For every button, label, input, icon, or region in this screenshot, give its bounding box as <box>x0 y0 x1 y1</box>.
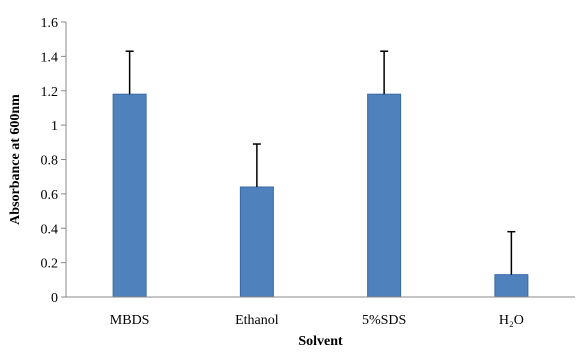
x-axis-labels: MBDS Ethanol 5%SDS H₂O <box>110 313 524 328</box>
x-axis-title: Solvent <box>298 334 343 349</box>
y-axis-title: Absorbance at 600nm <box>8 94 23 225</box>
bar <box>494 274 529 298</box>
y-tick-label: 1.2 <box>41 85 59 100</box>
error-bars <box>125 50 516 275</box>
bar <box>112 93 147 298</box>
y-tick-label: 0.2 <box>41 257 59 272</box>
y-tick-label: 0 <box>51 291 58 306</box>
y-tick-label: 0.4 <box>41 222 59 237</box>
x-tick-label: 5%SDS <box>362 313 406 328</box>
bar <box>367 93 402 298</box>
y-tick-label: 0.8 <box>41 154 59 169</box>
bar <box>239 186 274 298</box>
y-axis-ticks: 0 0.2 0.4 0.6 0.8 1 1.2 1.4 1.6 <box>41 16 66 306</box>
y-tick-label: 1.4 <box>41 50 59 65</box>
x-tick-label: H₂O <box>499 313 524 328</box>
y-tick-label: 1 <box>51 119 58 134</box>
y-tick-label: 1.6 <box>41 16 59 31</box>
bars <box>112 93 529 298</box>
x-tick-label: MBDS <box>110 313 150 328</box>
x-tick-label: Ethanol <box>235 313 279 328</box>
y-tick-label: 0.6 <box>41 188 59 203</box>
